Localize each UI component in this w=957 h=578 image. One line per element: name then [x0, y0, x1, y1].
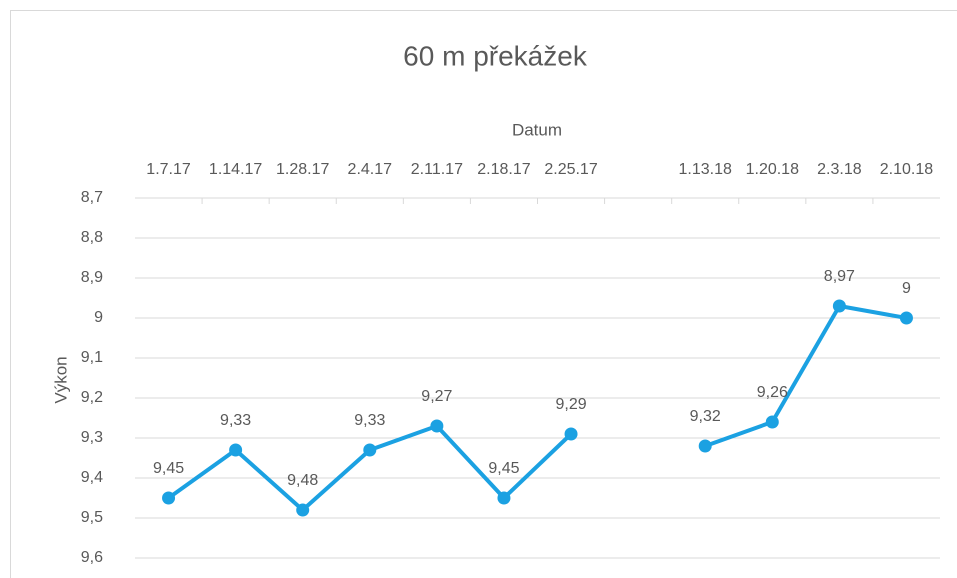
data-label: 9,26: [757, 384, 788, 401]
point: [229, 443, 243, 457]
y-tick-label: 8,8: [81, 229, 103, 246]
chart-title: 60 m překážek: [403, 40, 588, 71]
point: [497, 491, 511, 505]
y-tick-label: 9,5: [81, 509, 103, 526]
data-label: 9,45: [153, 460, 184, 477]
x-tick-label: 2.4.17: [348, 161, 393, 178]
x-tick-label: 2.11.17: [411, 161, 463, 178]
point: [698, 439, 712, 453]
x-tick-label: 1.28.17: [276, 161, 329, 178]
data-label: 9,33: [220, 412, 251, 429]
x-tick-label: 1.14.17: [209, 161, 262, 178]
x-axis-label: Datum: [512, 120, 562, 139]
data-label: 8,97: [824, 268, 855, 285]
y-tick-label: 8,9: [81, 269, 103, 286]
data-label: 9,32: [690, 408, 721, 425]
point: [899, 311, 913, 325]
data-label: 9,45: [488, 460, 519, 477]
y-tick-label: 9: [94, 309, 103, 326]
x-tick-label: 1.20.18: [746, 161, 799, 178]
x-tick-label: 2.3.18: [817, 161, 862, 178]
data-label: 9,29: [555, 396, 586, 413]
point: [832, 299, 846, 313]
chart-border: [10, 10, 957, 578]
point: [363, 443, 377, 457]
y-tick-label: 9,3: [81, 429, 103, 446]
x-tick-label: 2.25.17: [544, 161, 597, 178]
y-tick-label: 9,1: [81, 349, 103, 366]
data-label: 9,33: [354, 412, 385, 429]
y-tick-label: 8,7: [81, 189, 103, 206]
x-tick-label: 2.18.17: [477, 161, 530, 178]
data-label: 9,27: [421, 388, 452, 405]
y-axis-label: Výkon: [51, 356, 70, 403]
y-tick-label: 9,2: [81, 389, 103, 406]
point: [765, 415, 779, 429]
y-tick-label: 9,4: [81, 469, 103, 486]
point: [296, 503, 310, 517]
x-tick-label: 1.13.18: [679, 161, 732, 178]
data-label: 9,48: [287, 472, 318, 489]
data-label: 9: [902, 280, 911, 297]
point: [430, 419, 444, 433]
x-tick-label: 1.7.17: [146, 161, 191, 178]
point: [564, 427, 578, 441]
point: [162, 491, 176, 505]
y-tick-label: 9,6: [81, 549, 103, 566]
x-tick-label: 2.10.18: [880, 161, 933, 178]
